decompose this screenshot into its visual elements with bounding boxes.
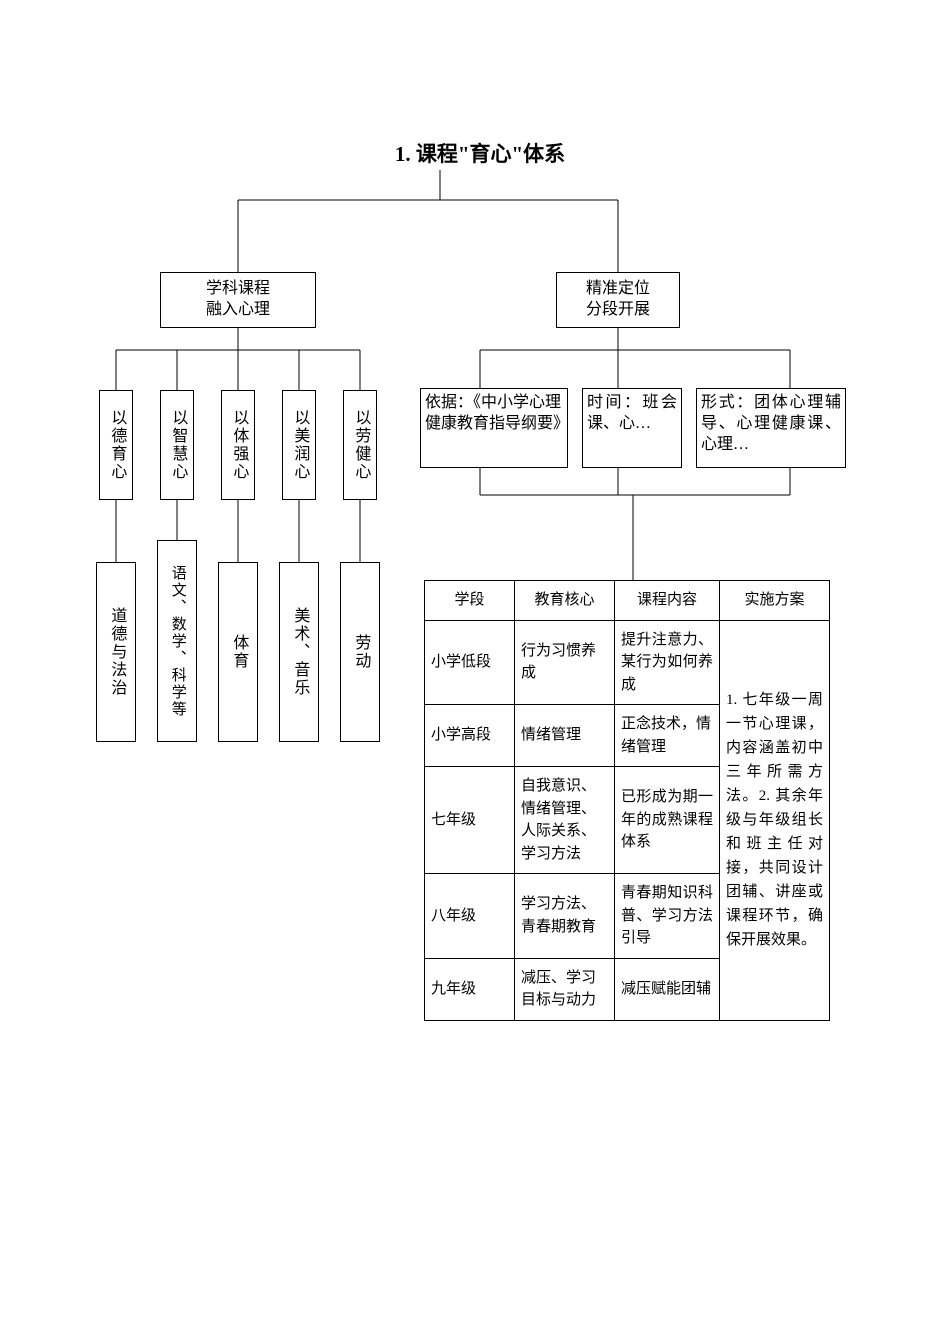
td-stage: 八年级 [425, 874, 515, 959]
branch-right-line1: 精准定位 [586, 279, 650, 300]
right-basis: 依据：《中小学心理健康教育指导纲要》 [420, 388, 568, 468]
subj-lao: 劳动 [340, 562, 380, 742]
th-stage: 学段 [425, 581, 515, 621]
td-content: 提升注意力、某行为如何养成 [615, 620, 720, 705]
five-lao: 以劳健心 [343, 390, 377, 500]
table-header-row: 学段 教育核心 课程内容 实施方案 [425, 581, 830, 621]
td-stage: 七年级 [425, 767, 515, 874]
five-de: 以德育心 [99, 390, 133, 500]
td-core: 情绪管理 [515, 705, 615, 767]
branch-left-line2: 融入心理 [206, 300, 270, 321]
td-content: 已形成为期一年的成熟课程体系 [615, 767, 720, 874]
branch-right-line2: 分段开展 [586, 300, 650, 321]
five-mei: 以美润心 [282, 390, 316, 500]
subj-mei: 美术、音乐 [279, 562, 319, 742]
td-stage: 小学低段 [425, 620, 515, 705]
th-plan: 实施方案 [720, 581, 830, 621]
td-core: 自我意识、情绪管理、人际关系、学习方法 [515, 767, 615, 874]
subj-zhi: 语文、数学、科学等 [157, 540, 197, 742]
td-core: 行为习惯养成 [515, 620, 615, 705]
td-stage: 九年级 [425, 958, 515, 1020]
th-core: 教育核心 [515, 581, 615, 621]
five-ti: 以体强心 [221, 390, 255, 500]
right-time: 时间：班会课、心… [582, 388, 682, 468]
td-core: 学习方法、青春期教育 [515, 874, 615, 959]
diagram-title: 1. 课程"育心"体系 [350, 138, 610, 168]
subj-ti: 体育 [218, 562, 258, 742]
subj-de: 道德与法治 [96, 562, 136, 742]
five-zhi: 以智慧心 [160, 390, 194, 500]
stage-table: 学段 教育核心 课程内容 实施方案 小学低段 行为习惯养成 提升注意力、某行为如… [424, 580, 830, 1021]
branch-left: 学科课程 融入心理 [160, 272, 316, 328]
td-content: 减压赋能团辅 [615, 958, 720, 1020]
td-stage: 小学高段 [425, 705, 515, 767]
right-form: 形式：团体心理辅导、心理健康课、心理… [696, 388, 846, 468]
td-plan: 1. 七年级一周一节心理课，内容涵盖初中三年所需方法。2. 其余年级与年级组长和… [720, 620, 830, 1020]
branch-left-line1: 学科课程 [206, 279, 270, 300]
branch-right: 精准定位 分段开展 [556, 272, 680, 328]
table-row: 小学低段 行为习惯养成 提升注意力、某行为如何养成 1. 七年级一周一节心理课，… [425, 620, 830, 705]
td-content: 青春期知识科普、学习方法引导 [615, 874, 720, 959]
td-content: 正念技术，情绪管理 [615, 705, 720, 767]
th-content: 课程内容 [615, 581, 720, 621]
td-core: 减压、学习目标与动力 [515, 958, 615, 1020]
